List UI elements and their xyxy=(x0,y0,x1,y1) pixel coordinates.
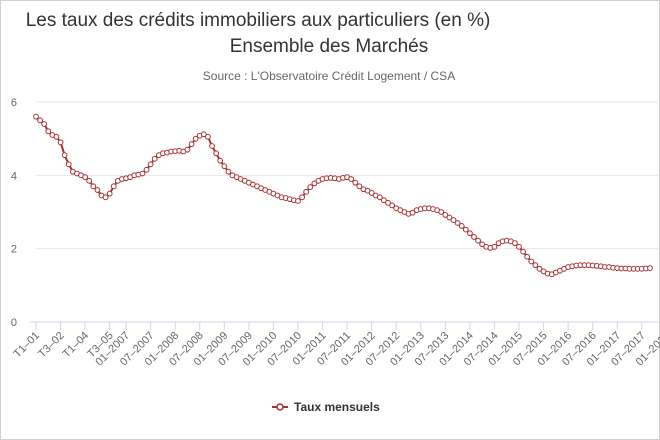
data-point[interactable] xyxy=(466,230,473,237)
data-point[interactable] xyxy=(295,198,301,204)
data-point[interactable] xyxy=(192,135,199,142)
chart-subtitle: Ensemble des Marchés xyxy=(230,36,429,57)
series-line xyxy=(35,115,651,276)
data-point[interactable] xyxy=(205,133,211,140)
series-taux-mensuels xyxy=(33,113,653,278)
data-point[interactable] xyxy=(458,223,465,229)
data-point[interactable] xyxy=(94,187,101,193)
x-axis: T1–01T3–02T1–04T3–0501–200707–200701–200… xyxy=(12,321,660,368)
data-point[interactable] xyxy=(45,128,52,135)
data-point[interactable] xyxy=(520,248,527,255)
data-point[interactable] xyxy=(491,243,498,250)
data-point[interactable] xyxy=(524,253,531,260)
data-point[interactable] xyxy=(381,197,387,204)
x-tick-label: T3–02 xyxy=(36,330,67,361)
data-point[interactable] xyxy=(188,141,195,148)
data-point[interactable] xyxy=(368,190,375,196)
data-point[interactable] xyxy=(41,121,48,127)
data-point[interactable] xyxy=(528,258,535,265)
data-point[interactable] xyxy=(184,146,191,153)
data-point[interactable] xyxy=(475,237,481,244)
data-point[interactable] xyxy=(446,214,453,221)
data-point[interactable] xyxy=(462,226,469,233)
data-point[interactable] xyxy=(516,243,522,250)
data-point[interactable] xyxy=(352,179,359,186)
data-point[interactable] xyxy=(53,133,60,140)
data-point[interactable] xyxy=(303,188,310,195)
data-point[interactable] xyxy=(106,190,113,197)
data-point[interactable] xyxy=(82,174,89,181)
data-point[interactable] xyxy=(471,234,477,240)
data-point[interactable] xyxy=(389,202,396,209)
data-point[interactable] xyxy=(385,199,391,206)
data-point[interactable] xyxy=(376,194,383,201)
legend[interactable]: Taux mensuels xyxy=(272,400,380,414)
chart-title: Les taux des crédits immobiliers aux par… xyxy=(26,10,491,31)
data-point[interactable] xyxy=(536,265,543,272)
legend-marker-swatch xyxy=(276,403,284,411)
data-point[interactable] xyxy=(33,113,39,120)
data-point[interactable] xyxy=(102,194,109,201)
data-point[interactable] xyxy=(57,139,64,146)
data-point[interactable] xyxy=(307,184,314,190)
data-point[interactable] xyxy=(438,209,445,215)
data-point[interactable] xyxy=(225,168,232,175)
data-point[interactable] xyxy=(213,150,220,157)
data-point[interactable] xyxy=(348,176,355,182)
data-point[interactable] xyxy=(512,240,518,247)
data-point[interactable] xyxy=(217,157,224,164)
x-tick-label: T1–01 xyxy=(12,330,43,361)
y-tick-label: 2 xyxy=(11,244,17,256)
y-tick-label: 0 xyxy=(11,317,17,329)
data-point[interactable] xyxy=(221,163,228,170)
data-point[interactable] xyxy=(299,194,305,201)
data-point[interactable] xyxy=(409,209,416,216)
data-point[interactable] xyxy=(647,265,653,272)
data-point[interactable] xyxy=(356,183,363,190)
data-point[interactable] xyxy=(151,155,158,162)
data-point[interactable] xyxy=(37,117,43,124)
data-point[interactable] xyxy=(90,183,97,190)
data-point[interactable] xyxy=(61,152,68,159)
data-point[interactable] xyxy=(147,161,154,168)
data-point[interactable] xyxy=(532,262,539,269)
legend-label: Taux mensuels xyxy=(294,400,380,414)
data-point[interactable] xyxy=(311,180,318,187)
data-point[interactable] xyxy=(442,212,449,218)
data-point[interactable] xyxy=(139,170,146,177)
y-axis-labels: 0 2 4 6 xyxy=(11,97,17,329)
data-point[interactable] xyxy=(450,217,457,223)
data-point[interactable] xyxy=(143,166,150,173)
data-point[interactable] xyxy=(110,183,117,190)
data-point[interactable] xyxy=(65,161,72,168)
data-point[interactable] xyxy=(209,143,215,149)
data-point[interactable] xyxy=(479,241,486,248)
x-tick-label: T1–04 xyxy=(61,330,92,361)
chart-source: Source : L'Observatoire Crédit Logement … xyxy=(203,69,455,83)
data-point[interactable] xyxy=(86,177,93,184)
y-tick-label: 6 xyxy=(11,97,17,109)
y-tick-label: 4 xyxy=(11,170,17,182)
data-point[interactable] xyxy=(200,131,207,138)
data-point[interactable] xyxy=(454,220,461,226)
